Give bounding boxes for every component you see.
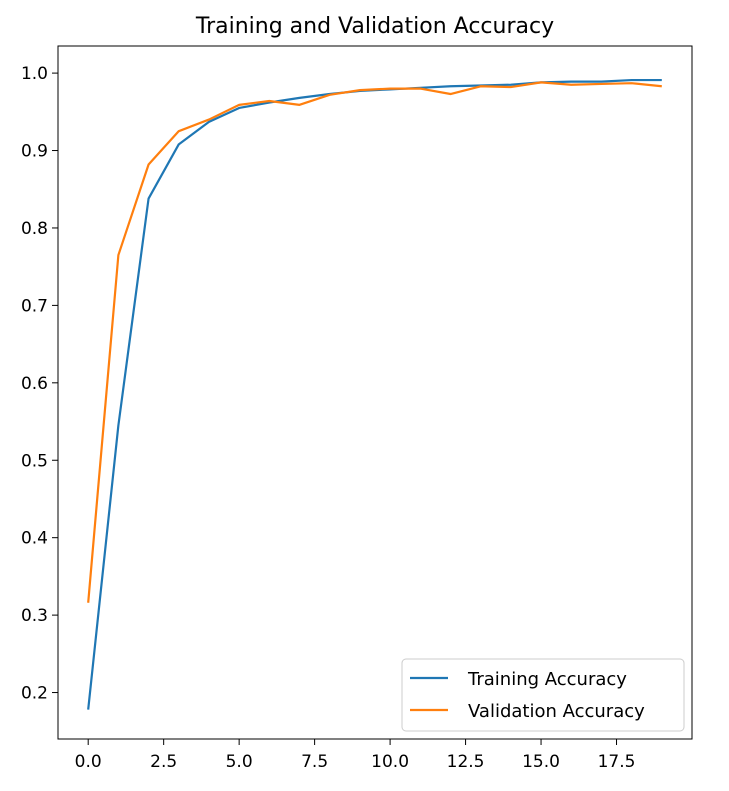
plot-area-frame [57,45,693,740]
x-tick-label: 2.5 [150,752,177,772]
y-tick-label: 0.4 [21,529,48,549]
y-tick-label: 1.0 [21,64,48,84]
y-tick-label: 0.8 [21,219,48,239]
y-tick-label: 0.9 [21,142,48,162]
y-tick-label: 0.7 [21,296,48,316]
y-tick-label: 0.3 [21,606,48,626]
y-tick-label: 0.6 [21,374,48,394]
series-line-validation-accuracy [87,81,662,603]
x-tick-label: 15.0 [522,752,560,772]
x-tick-label: 12.5 [447,752,485,772]
y-tick-label: 0.5 [21,451,48,471]
x-tick-label: 10.0 [371,752,409,772]
legend: Training Accuracy Validation Accuracy [401,658,685,732]
legend-box [401,658,685,732]
x-tick-label: 5.0 [226,752,253,772]
series-line-training-accuracy [87,78,662,710]
chart-title: Training and Validation Accuracy [195,14,554,39]
x-tick-label: 0.0 [75,752,102,772]
y-tick-label: 0.2 [21,684,48,704]
legend-label: Training Accuracy [467,669,627,690]
legend-label: Validation Accuracy [468,701,645,722]
x-tick-label: 17.5 [598,752,636,772]
axis-ticks: 0.0 2.5 5.0 7.5 10.0 12.5 15.0 17.5 0.2 0.3 0.4 0.5… [21,64,636,772]
data-series [87,78,662,710]
x-tick-label: 7.5 [301,752,328,772]
